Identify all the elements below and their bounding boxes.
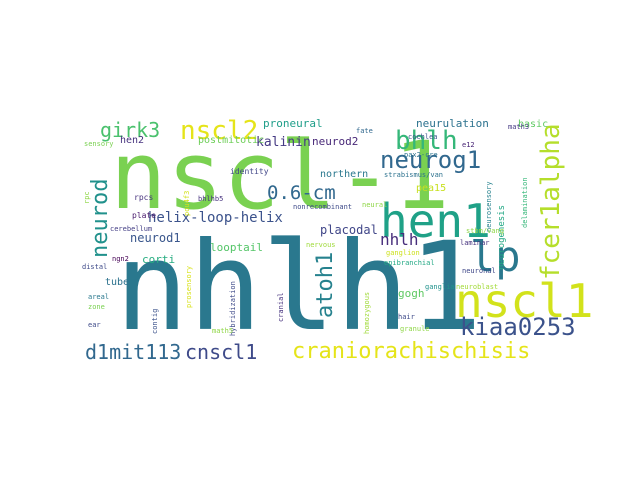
word-looptail: looptail xyxy=(210,241,263,254)
word-0.6-cm: 0.6-cm xyxy=(267,182,336,204)
word-neurod: neurod xyxy=(88,178,113,258)
word-distal: distal xyxy=(82,263,108,271)
word-areal: areal xyxy=(88,293,110,301)
word-d1mit113: d1mit113 xyxy=(85,340,182,364)
word-neurod1: neurod1 xyxy=(130,231,181,245)
word-ganglion: ganglion xyxy=(386,249,420,257)
word-tube: tube xyxy=(105,277,130,288)
word-delamination: delamination xyxy=(521,177,529,228)
word-e12: e12 xyxy=(462,141,475,149)
word-identity: identity xyxy=(230,167,269,176)
word-hen1: hen1 xyxy=(380,194,491,248)
word-granule: granule xyxy=(400,325,430,333)
word-plate: plate xyxy=(132,211,157,220)
word-bhlhb5: bhlhb5 xyxy=(198,195,224,203)
word-stbm-vang: stbm/vang xyxy=(466,227,504,235)
word-strabismus-van: strabismus/van xyxy=(384,171,444,179)
word-nhlh1: nhlh1 xyxy=(115,216,483,358)
word-atoh1: atoh1 xyxy=(313,251,338,318)
word-cnscl1: cnscl1 xyxy=(185,340,258,364)
word-fate: fate xyxy=(356,127,373,135)
word-neurogenesis: neurogenesis xyxy=(497,204,507,270)
word-cochlea: cochlea xyxy=(408,133,438,141)
word-fcer1alpha: fcer1alpha xyxy=(536,123,566,280)
word-nhlh: nhlh xyxy=(380,230,419,249)
word-postmitotic: postmitotic xyxy=(198,135,265,146)
word-neurog1: neurog1 xyxy=(380,146,482,174)
word-nonrecombinant: nonrecombinant xyxy=(293,203,353,211)
word-neural: neural xyxy=(362,201,388,209)
word-kalinin: kalinin xyxy=(256,135,311,150)
word-basic: basic xyxy=(518,119,549,130)
word-cerebellum: cerebellum xyxy=(110,225,153,233)
word-ganglia: ganglia xyxy=(425,283,455,291)
word-nscl1: nscl1 xyxy=(455,274,594,328)
word-ngn2: ngn2 xyxy=(112,255,129,263)
word-contig: contig xyxy=(151,308,159,334)
word-pax2-cre: pax2-cre xyxy=(404,151,438,159)
word-neurod2: neurod2 xyxy=(312,135,359,148)
word-math3: math3 xyxy=(508,123,530,131)
word-nervous: nervous xyxy=(306,241,336,249)
word-math5: math5 xyxy=(212,327,234,335)
word-hen2: hen2 xyxy=(120,135,145,146)
word-rpc: rpc xyxy=(83,191,91,204)
word-craniorachischisis: craniorachischisis xyxy=(292,339,531,364)
word-cranial: cranial xyxy=(277,292,285,322)
word-helix-loop-helix: helix-loop-helix xyxy=(148,210,283,226)
word-placodal: placodal xyxy=(320,223,378,237)
word-neuronal: neuronal xyxy=(462,267,496,275)
word-hair: hair xyxy=(398,313,415,321)
word-nscl2: nscl2 xyxy=(180,116,259,146)
word-prosensory: prosensory xyxy=(185,265,193,308)
word-pou4f3: pou4f3 xyxy=(183,190,191,216)
word-zone: zone xyxy=(88,303,105,311)
word-kiaa0253: kiaa0253 xyxy=(460,313,576,341)
word-cloud: nscl-1 nhlh1 hen1 nscl1 lp craniorachisc… xyxy=(80,108,593,372)
word-epibranchial: epibranchial xyxy=(384,259,435,267)
word-bhlh: bhlh xyxy=(395,126,458,156)
word-ear: ear xyxy=(88,321,101,329)
word-girk3: girk3 xyxy=(100,118,161,142)
word-nscl-1: nscl-1 xyxy=(110,122,450,231)
word-corti: corti xyxy=(142,253,176,266)
word-sensory: sensory xyxy=(84,140,114,148)
word-laminar: laminar xyxy=(460,239,490,247)
word-neurosensory: neurosensory xyxy=(485,181,493,232)
word-neuroblast: neuroblast xyxy=(456,283,499,291)
word-pea15: pea15 xyxy=(416,183,447,194)
word-neurulation: neurulation xyxy=(416,117,489,130)
word-homozygous: homozygous xyxy=(363,291,371,334)
word-gogh: gogh xyxy=(398,287,425,300)
word-lp: lp xyxy=(470,232,521,281)
word-rpcs: rpcs xyxy=(134,193,154,202)
word-northern: northern xyxy=(320,169,369,180)
word-proneural: proneural xyxy=(263,117,323,130)
